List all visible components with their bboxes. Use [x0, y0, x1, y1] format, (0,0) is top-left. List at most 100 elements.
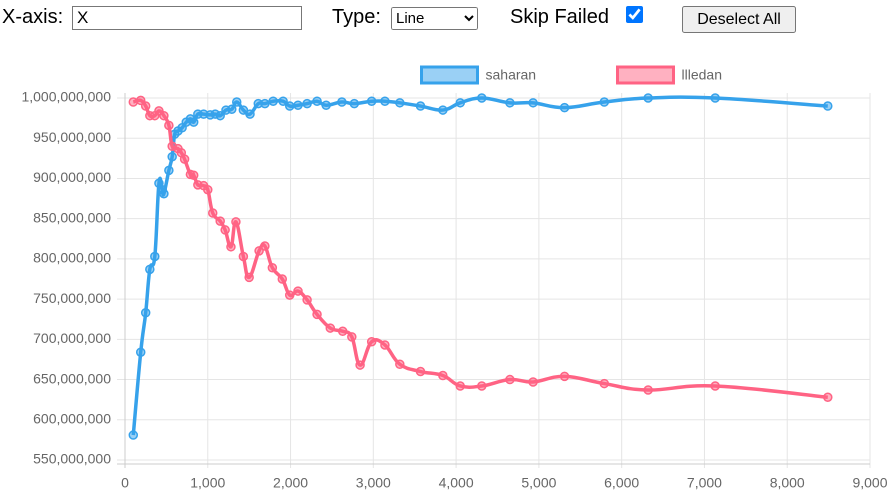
data-point	[559, 102, 570, 113]
data-point	[154, 178, 164, 189]
data-point	[395, 98, 405, 108]
data-point	[302, 98, 312, 109]
data-point	[238, 251, 249, 262]
data-point	[823, 392, 833, 403]
data-point	[312, 309, 322, 320]
data-point	[347, 332, 357, 342]
data-point	[643, 93, 653, 103]
data-point	[173, 126, 183, 136]
data-point	[477, 93, 487, 103]
legend-swatch	[616, 65, 675, 85]
data-point	[150, 251, 160, 262]
data-point	[254, 246, 264, 256]
y-tick-label: 800,000,000	[33, 250, 111, 266]
y-tick-label: 850,000,000	[33, 209, 111, 225]
legend-label: saharan	[486, 67, 537, 83]
data-point	[167, 141, 177, 152]
type-label: Type:	[332, 6, 381, 28]
data-point	[599, 378, 610, 389]
data-point	[244, 272, 254, 283]
data-point	[337, 326, 348, 337]
data-point	[145, 264, 155, 275]
data-point	[154, 106, 164, 116]
data-point	[169, 129, 180, 139]
data-point	[185, 169, 196, 180]
data-point	[128, 430, 139, 440]
data-point	[505, 374, 515, 385]
x-tick-label: 9,000	[852, 475, 887, 491]
x-axis-input[interactable]	[72, 6, 302, 30]
data-point	[145, 110, 155, 121]
data-point	[157, 184, 167, 195]
x-tick-label: 4,000	[439, 475, 474, 491]
data-point	[643, 385, 653, 395]
data-point	[477, 381, 487, 391]
data-point	[188, 117, 199, 127]
data-point	[179, 154, 190, 164]
data-point	[366, 96, 377, 106]
data-point	[505, 98, 515, 108]
data-point	[159, 188, 169, 199]
data-point	[193, 109, 203, 119]
y-tick-label: 750,000,000	[33, 290, 111, 306]
data-point	[710, 381, 720, 391]
data-point	[198, 180, 209, 191]
data-point	[176, 147, 187, 158]
data-point	[278, 96, 288, 106]
data-point	[268, 96, 278, 106]
data-point	[284, 101, 295, 111]
data-point	[193, 180, 203, 190]
skip-failed-label: Skip Failed	[510, 6, 609, 28]
data-point	[415, 366, 426, 377]
data-point	[355, 360, 365, 370]
data-point	[232, 97, 242, 107]
legend-item: llledan	[616, 65, 722, 85]
data-point	[150, 110, 160, 121]
data-point	[227, 104, 237, 115]
x-tick-label: 8,000	[770, 475, 805, 491]
data-point	[164, 165, 174, 176]
legend-item: saharan	[420, 65, 537, 85]
y-tick-label: 600,000,000	[33, 410, 111, 426]
type-select[interactable]: Line	[391, 7, 478, 30]
data-point	[215, 110, 225, 121]
data-point	[188, 170, 199, 180]
data-point	[284, 290, 295, 300]
data-point	[293, 286, 303, 296]
x-axis-label: X-axis:	[2, 6, 64, 28]
data-point	[260, 98, 270, 109]
data-point	[203, 184, 213, 195]
y-tick-label: 700,000,000	[33, 330, 111, 346]
data-point	[140, 308, 151, 318]
x-tick-label: 1,000	[190, 475, 225, 491]
data-point	[277, 274, 288, 284]
data-point	[710, 93, 720, 103]
data-point	[135, 347, 146, 357]
data-point	[215, 216, 225, 226]
data-point	[231, 217, 241, 227]
data-point	[140, 101, 151, 111]
data-point	[559, 371, 570, 382]
data-point	[349, 98, 360, 109]
data-point	[455, 381, 465, 391]
skip-failed-checkbox[interactable]	[626, 6, 643, 23]
data-point	[415, 101, 426, 111]
data-point	[380, 340, 390, 350]
data-point	[245, 109, 255, 119]
data-point	[528, 377, 538, 387]
x-tick-label: 3,000	[356, 475, 391, 491]
data-point	[528, 98, 538, 108]
data-point	[337, 97, 347, 107]
data-point	[221, 105, 231, 115]
data-point	[164, 120, 174, 131]
y-tick-label: 550,000,000	[33, 451, 111, 467]
data-point	[395, 359, 405, 370]
y-tick-label: 950,000,000	[33, 129, 111, 145]
data-point	[438, 105, 448, 115]
data-point	[128, 97, 139, 107]
deselect-all-button[interactable]: Deselect All	[682, 6, 796, 33]
data-point	[226, 242, 236, 252]
series-line	[132, 98, 828, 399]
data-point	[159, 110, 169, 121]
y-tick-label: 1,000,000,000	[21, 89, 111, 105]
